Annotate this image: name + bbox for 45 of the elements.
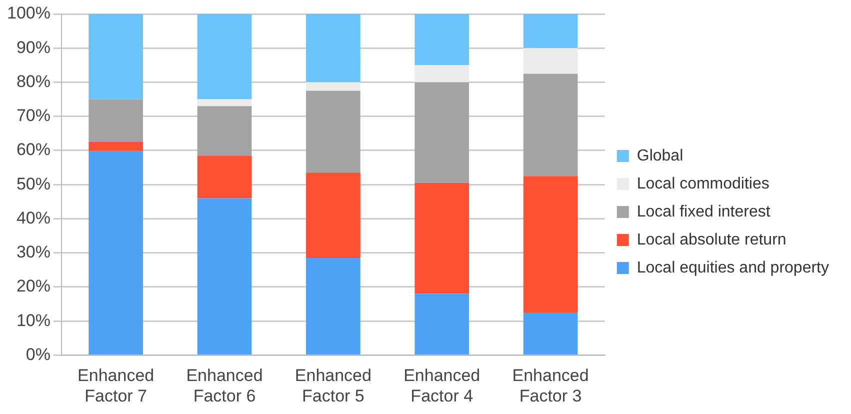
legend-label: Local equities and property [636, 259, 829, 276]
bar [414, 65, 470, 82]
bar [414, 294, 470, 354]
legend-label: Global [636, 147, 684, 164]
legend-label: Local fixed interest [636, 203, 771, 220]
x-tick-label: Enhanced Factor 6 [186, 366, 263, 406]
bar [414, 14, 470, 66]
y-tick-label: 60% [16, 140, 50, 160]
y-tick-label: 20% [16, 276, 50, 296]
bar [523, 312, 578, 354]
bar [523, 74, 578, 176]
bar [306, 258, 360, 354]
bar [197, 106, 252, 156]
bar [306, 82, 360, 91]
y-tick-label: 30% [16, 242, 50, 262]
bar [197, 198, 252, 354]
bar [197, 156, 252, 198]
bar [197, 14, 252, 100]
legend-label: Local commodities [636, 175, 770, 192]
bar [88, 14, 143, 100]
legend-label: Local absolute return [636, 231, 786, 248]
bar [306, 172, 360, 258]
x-tick-label: Enhanced Factor 3 [512, 366, 589, 406]
x-tick-label: Enhanced Factor 5 [294, 366, 372, 406]
bar [306, 14, 360, 82]
bar [88, 142, 143, 150]
bar [523, 176, 578, 313]
y-tick-label: 100% [6, 4, 50, 23]
bar [197, 99, 252, 106]
bar [88, 99, 143, 142]
bar [523, 14, 578, 48]
bar [306, 90, 360, 173]
x-tick-label: Enhanced Factor 4 [404, 366, 480, 406]
bar [414, 182, 470, 294]
y-tick-label: 70% [16, 106, 50, 126]
y-tick-label: 10% [16, 310, 50, 330]
y-tick-label: 40% [16, 208, 50, 228]
y-tick-label: 90% [16, 38, 50, 57]
y-tick-label: 50% [16, 174, 50, 194]
y-tick-label: 0% [26, 344, 50, 364]
x-tick-label: Enhanced Factor 7 [78, 366, 154, 406]
bar [88, 150, 143, 354]
bar [414, 82, 470, 183]
y-tick-label: 80% [16, 72, 50, 91]
bar [523, 48, 578, 74]
